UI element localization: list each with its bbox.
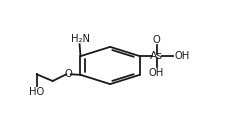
Text: HO: HO: [29, 87, 44, 97]
Text: As: As: [150, 51, 163, 61]
Text: H₂N: H₂N: [71, 34, 90, 44]
Text: OH: OH: [174, 51, 190, 61]
Text: O: O: [153, 35, 160, 45]
Text: O: O: [65, 69, 72, 79]
Text: OH: OH: [149, 68, 164, 78]
